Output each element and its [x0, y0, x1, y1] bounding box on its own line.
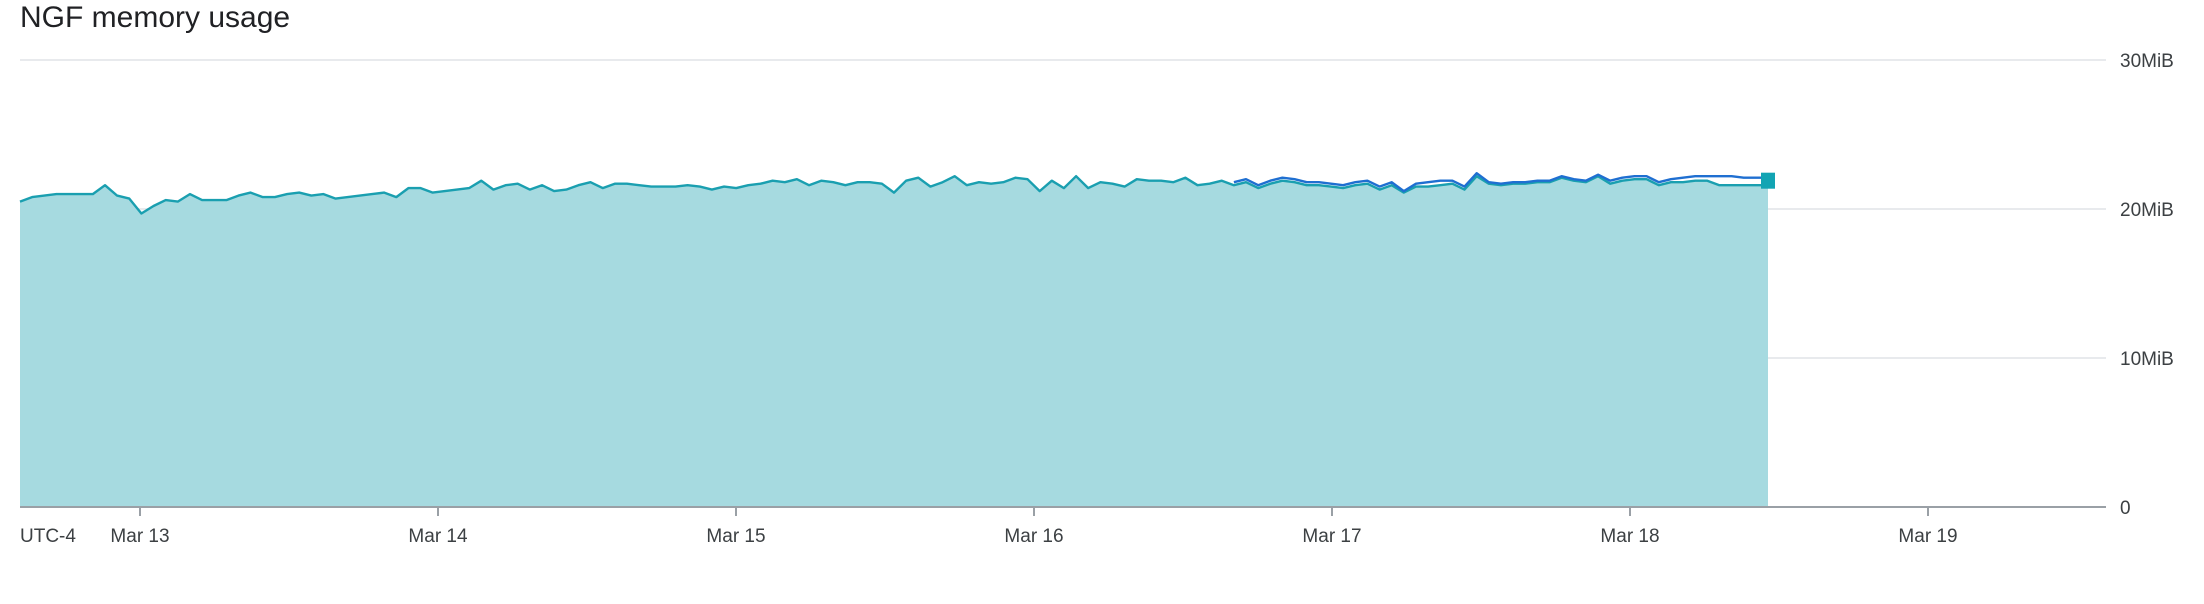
x-tick-label: Mar 16 [1004, 526, 1063, 547]
series-area [20, 176, 1768, 507]
last-value-marker[interactable] [1761, 173, 1775, 189]
x-axis [20, 507, 2106, 516]
timezone-label: UTC-4 [20, 526, 76, 547]
x-tick-label: Mar 19 [1898, 526, 1957, 547]
x-tick-label: Mar 15 [706, 526, 765, 547]
marker-square[interactable] [1761, 173, 1775, 189]
x-tick-label: Mar 14 [408, 526, 468, 547]
x-axis-labels: Mar 13 Mar 14 Mar 15 Mar 16 Mar 17 Mar 18 Mar … [110, 526, 1957, 547]
x-tick-label: Mar 13 [110, 526, 169, 547]
area-layer [20, 176, 1768, 507]
y-tick-label: 20MiB [2120, 200, 2174, 221]
y-axis-labels: 0 10MiB 20MiB 30MiB [2120, 51, 2174, 519]
y-tick-label: 10MiB [2120, 349, 2174, 370]
x-tick-label: Mar 18 [1600, 526, 1659, 547]
y-tick-label: 30MiB [2120, 51, 2174, 72]
y-tick-label: 0 [2120, 498, 2131, 519]
x-tick-label: Mar 17 [1302, 526, 1361, 547]
